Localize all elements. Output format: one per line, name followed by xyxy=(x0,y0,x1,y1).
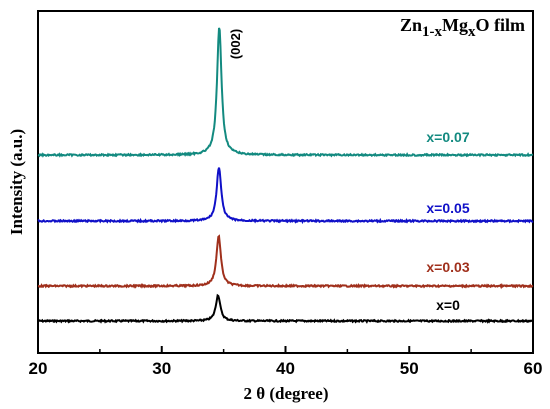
x-tick-label: 30 xyxy=(152,359,171,378)
x-axis-label: 2 θ (degree) xyxy=(243,384,328,403)
series-line xyxy=(37,167,534,225)
series-label: x=0.07 xyxy=(426,129,469,145)
y-axis-label: Intensity (a.u.) xyxy=(7,129,26,235)
series-group xyxy=(37,27,534,324)
title-base: Zn xyxy=(400,15,422,35)
x-tick-label: 40 xyxy=(276,359,295,378)
series-line xyxy=(37,293,534,324)
title-sub2: x xyxy=(468,24,476,40)
peak-annotation: (002) xyxy=(228,29,243,59)
title-tail: O film xyxy=(476,15,526,35)
x-axis-ticks: 20 30 40 50 60 xyxy=(29,346,543,378)
series-label: x=0.03 xyxy=(426,259,469,275)
series-label: x=0 xyxy=(436,297,460,313)
series-line xyxy=(37,27,534,158)
title-mid: Mg xyxy=(442,15,468,35)
series-line xyxy=(37,234,534,290)
chart-title: Zn1-xMgxO film xyxy=(400,15,525,40)
series-labels: x=0 x=0.03 x=0.05 x=0.07 xyxy=(426,129,469,313)
x-tick-label: 50 xyxy=(400,359,419,378)
title-sub1: 1-x xyxy=(422,24,442,40)
x-tick-label: 20 xyxy=(29,359,48,378)
series-label: x=0.05 xyxy=(426,200,469,216)
x-tick-label: 60 xyxy=(524,359,543,378)
